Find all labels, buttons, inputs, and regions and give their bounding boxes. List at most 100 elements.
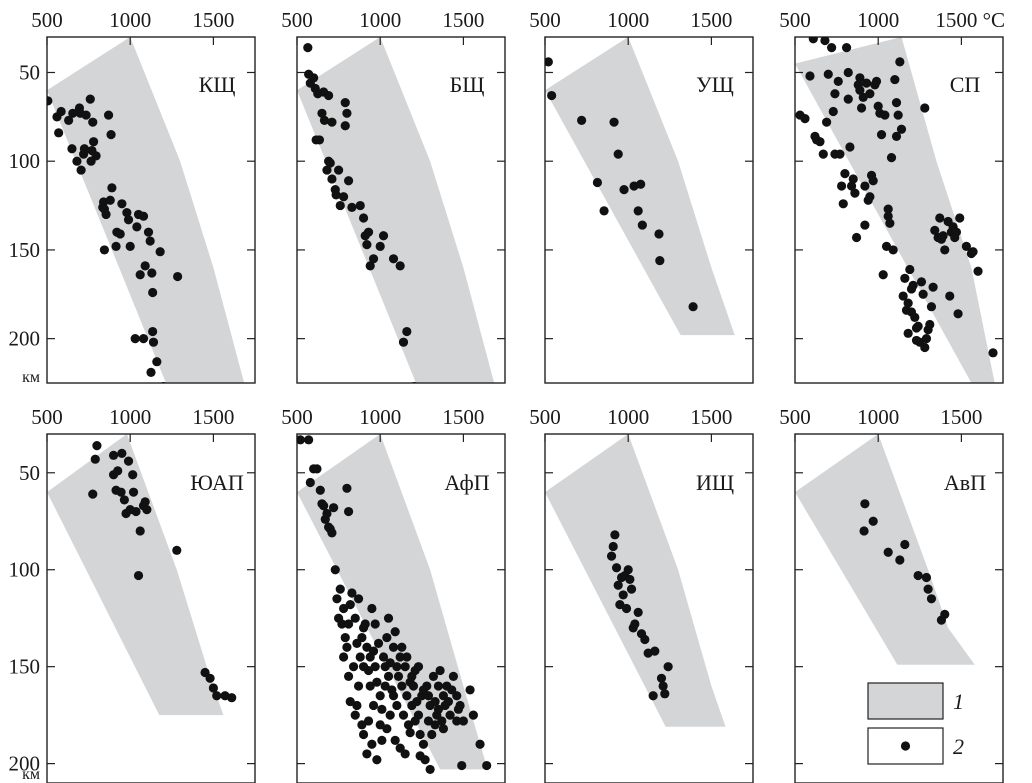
data-point bbox=[968, 247, 978, 257]
data-point bbox=[365, 652, 375, 662]
data-point bbox=[355, 652, 365, 662]
data-point bbox=[423, 716, 434, 726]
data-point bbox=[805, 71, 815, 81]
data-point bbox=[545, 57, 553, 67]
data-point bbox=[856, 103, 867, 113]
data-point bbox=[72, 156, 82, 166]
data-point bbox=[325, 158, 335, 168]
data-point bbox=[425, 764, 435, 775]
data-point bbox=[337, 619, 347, 629]
data-point bbox=[820, 37, 830, 46]
data-point bbox=[951, 227, 962, 237]
y-tick-label: 150 bbox=[9, 238, 41, 262]
data-point bbox=[925, 319, 935, 330]
data-point bbox=[146, 367, 156, 377]
data-point bbox=[609, 117, 619, 127]
data-point bbox=[619, 184, 629, 195]
data-point bbox=[54, 128, 64, 138]
legend-label-1: 1 bbox=[953, 689, 964, 714]
data-point bbox=[378, 231, 389, 241]
data-point bbox=[938, 231, 948, 241]
data-point bbox=[343, 671, 354, 681]
data-point bbox=[900, 273, 910, 283]
data-point bbox=[105, 195, 115, 205]
data-point bbox=[338, 603, 349, 614]
data-point bbox=[838, 199, 848, 209]
data-point bbox=[860, 220, 870, 230]
data-point bbox=[142, 505, 152, 515]
data-point bbox=[940, 245, 950, 255]
data-point bbox=[861, 78, 872, 88]
data-point bbox=[388, 642, 399, 652]
data-points bbox=[47, 94, 183, 383]
data-point bbox=[961, 241, 971, 251]
data-point bbox=[926, 302, 937, 312]
data-point bbox=[903, 328, 913, 338]
depth-unit-label: км bbox=[22, 766, 40, 783]
data-point bbox=[125, 241, 135, 251]
data-point bbox=[873, 101, 883, 111]
data-point bbox=[119, 495, 129, 505]
data-point bbox=[859, 526, 869, 536]
data-point bbox=[888, 245, 898, 255]
data-point bbox=[373, 638, 384, 649]
data-point bbox=[340, 121, 350, 131]
data-point bbox=[883, 547, 893, 557]
data-point bbox=[418, 739, 429, 749]
x-tick-label: 500 bbox=[779, 405, 811, 429]
data-point bbox=[430, 696, 440, 707]
data-point bbox=[128, 487, 139, 497]
data-point bbox=[920, 342, 930, 353]
x-tick-label: 1000 bbox=[109, 8, 151, 32]
data-point bbox=[362, 749, 372, 759]
data-point bbox=[868, 176, 878, 186]
data-point bbox=[372, 677, 382, 687]
data-point bbox=[430, 720, 440, 730]
data-point bbox=[935, 213, 945, 223]
data-point bbox=[303, 43, 313, 53]
data-point bbox=[815, 137, 825, 147]
data-point bbox=[848, 174, 858, 184]
data-point bbox=[445, 710, 455, 720]
data-point bbox=[377, 735, 387, 745]
data-point bbox=[140, 497, 150, 507]
x-tick-label: 1000 bbox=[607, 405, 649, 429]
x-tick-label: 500 bbox=[529, 8, 561, 32]
data-point bbox=[953, 309, 963, 319]
data-point bbox=[85, 94, 95, 104]
data-point bbox=[625, 574, 635, 585]
data-point bbox=[375, 241, 385, 251]
data-point bbox=[319, 115, 330, 125]
data-point bbox=[347, 588, 357, 598]
data-point bbox=[115, 229, 125, 239]
data-point bbox=[123, 215, 134, 225]
panel-title: АвП bbox=[944, 470, 986, 495]
data-point bbox=[895, 555, 905, 565]
data-point bbox=[908, 280, 918, 291]
data-point bbox=[353, 594, 364, 604]
data-point bbox=[630, 619, 640, 629]
data-point bbox=[411, 381, 418, 383]
data-point bbox=[160, 381, 167, 383]
y-tick-label: 150 bbox=[9, 655, 41, 679]
data-point bbox=[400, 749, 410, 759]
data-point bbox=[435, 665, 445, 676]
data-point bbox=[437, 716, 447, 726]
data-point bbox=[338, 192, 349, 202]
x-tick-label: 1000 bbox=[857, 405, 899, 429]
x-tick-label: 1500 °C bbox=[935, 8, 1005, 32]
data-point bbox=[81, 110, 91, 120]
data-point bbox=[342, 108, 352, 118]
data-point bbox=[382, 632, 392, 643]
data-point bbox=[613, 149, 623, 159]
data-point bbox=[830, 89, 840, 99]
data-point bbox=[324, 90, 334, 101]
data-point bbox=[342, 642, 352, 652]
data-point bbox=[640, 634, 650, 645]
panel-frame bbox=[794, 36, 1004, 384]
data-point bbox=[945, 291, 955, 301]
data-point bbox=[138, 334, 149, 344]
data-point bbox=[395, 652, 405, 662]
data-point bbox=[345, 696, 355, 707]
